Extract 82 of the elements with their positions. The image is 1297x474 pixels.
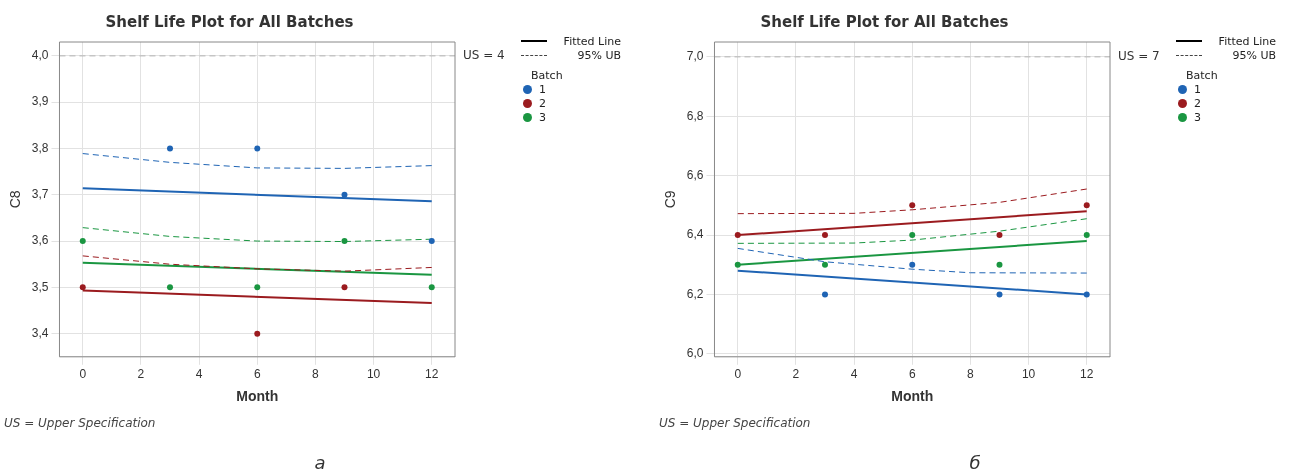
point: [909, 261, 916, 268]
x-tick-label: 8: [967, 367, 975, 382]
point: [1083, 291, 1090, 298]
y-axis-title: C8: [7, 190, 24, 209]
y-tick-label: 7,0: [686, 49, 704, 64]
point: [1083, 232, 1090, 239]
text: а: [313, 452, 327, 473]
point: [909, 202, 916, 209]
text: US = Upper Specification: [659, 416, 811, 430]
legend-label: 3: [539, 110, 546, 124]
x-axis-title: Month: [236, 388, 279, 405]
legend-label: 1: [1194, 82, 1201, 96]
point: [166, 284, 173, 291]
y-tick-label: 6,4: [686, 227, 704, 242]
point: [821, 291, 828, 298]
y-axis-title: C9: [662, 190, 679, 209]
x-tick-label: 4: [850, 367, 858, 382]
y-tick-label: 3,6: [31, 233, 49, 248]
point: [821, 261, 828, 268]
point: [341, 191, 348, 198]
line-series: [737, 188, 1088, 215]
y-tick-label: 6,0: [686, 346, 704, 361]
line-series: [82, 255, 433, 272]
chart-title: Shelf Life Plot for All Batches: [760, 12, 1009, 31]
x-axis-title: Month: [891, 388, 934, 405]
legend-title: Batch: [530, 68, 564, 82]
x-tick-label: 8: [312, 367, 320, 382]
point: [909, 232, 916, 239]
x-tick-label: 12: [425, 367, 439, 382]
x-tick-label: 6: [908, 367, 916, 382]
point: [821, 232, 828, 239]
y-tick-label: 6,8: [686, 108, 704, 123]
point: [79, 238, 86, 245]
text: б: [968, 452, 982, 473]
point: [428, 238, 435, 245]
y-tick-label: 6,6: [686, 167, 704, 182]
x-tick-label: 0: [734, 367, 742, 382]
legend-label: 3: [1194, 110, 1201, 124]
ref-line-label: US = 4: [463, 48, 505, 63]
point: [254, 330, 261, 337]
x-tick-label: 4: [195, 367, 203, 382]
point: [996, 261, 1003, 268]
text: Fitted Line: [562, 34, 621, 48]
legend-label: 1: [539, 82, 546, 96]
y-tick-label: 3,7: [31, 187, 49, 202]
point: [428, 284, 435, 291]
y-tick-label: 4,0: [31, 48, 49, 63]
point: [79, 284, 86, 291]
chart-title: Shelf Life Plot for All Batches: [105, 12, 354, 31]
point: [996, 291, 1003, 298]
x-tick-label: 2: [137, 367, 145, 382]
y-tick-label: 3,5: [31, 279, 49, 294]
legend-label: 2: [1194, 96, 1201, 110]
legend-label: 2: [539, 96, 546, 110]
x-tick-label: 10: [1021, 367, 1036, 382]
point: [166, 145, 173, 152]
legend-title: Batch: [1185, 68, 1219, 82]
line-series: [737, 218, 1088, 244]
x-tick-label: 12: [1080, 367, 1094, 382]
x-tick-label: 6: [253, 367, 261, 382]
point: [1083, 202, 1090, 209]
point: [254, 145, 261, 152]
line-series: [82, 153, 433, 169]
y-tick-label: 3,4: [31, 325, 49, 340]
point: [341, 284, 348, 291]
text: 95% UB: [576, 48, 621, 62]
point: [254, 284, 261, 291]
x-tick-label: 10: [366, 367, 381, 382]
y-tick-label: 3,9: [31, 94, 49, 109]
text: US = Upper Specification: [4, 416, 156, 430]
x-tick-label: 0: [79, 367, 87, 382]
point: [341, 238, 348, 245]
point: [734, 261, 741, 268]
text: 95% UB: [1231, 48, 1276, 62]
ref-line-label: US = 7: [1118, 48, 1160, 63]
point: [996, 232, 1003, 239]
x-tick-label: 2: [792, 367, 800, 382]
y-tick-label: 6,2: [686, 286, 704, 301]
y-tick-label: 3,8: [31, 140, 49, 155]
line-series: [737, 247, 1088, 274]
point: [734, 232, 741, 239]
text: Fitted Line: [1217, 34, 1276, 48]
